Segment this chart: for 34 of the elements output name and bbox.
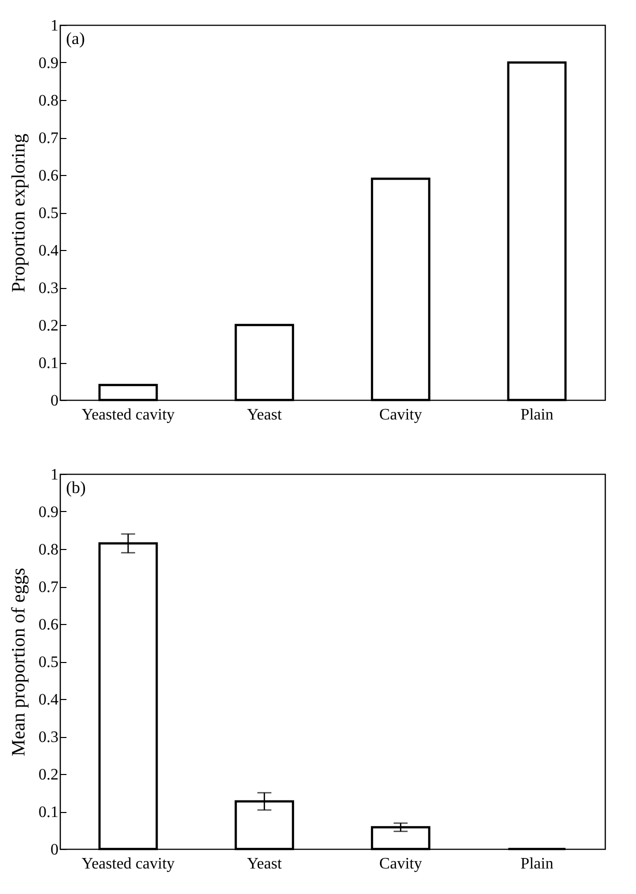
y-tick-label: 0.9 bbox=[38, 504, 58, 521]
y-tick-label: 0.4 bbox=[38, 242, 58, 260]
y-tick-label: 0.1 bbox=[38, 355, 58, 372]
x-tick-label: Yeast bbox=[246, 856, 282, 872]
x-tick-label: Plain bbox=[520, 406, 554, 424]
y-tick-label: 0.6 bbox=[38, 616, 58, 634]
y-tick-label: 0.5 bbox=[38, 205, 58, 222]
y-tick-label: 0.7 bbox=[38, 579, 58, 596]
y-tick-label: 1 bbox=[50, 466, 58, 484]
x-tick-label: Yeasted cavity bbox=[82, 856, 175, 872]
y-axis-title: Proportion exploring bbox=[8, 133, 30, 292]
y-axis-title: Mean proportion of eggs bbox=[8, 568, 30, 756]
y-tick-label: 0.7 bbox=[38, 130, 58, 147]
y-tick-label: 0.2 bbox=[38, 318, 58, 334]
x-tick-label: Yeast bbox=[246, 406, 282, 424]
y-tick-label: 0.6 bbox=[38, 168, 58, 184]
y-tick-label: 0.8 bbox=[38, 542, 58, 558]
y-tick-label: 0 bbox=[50, 842, 58, 858]
y-tick-label: 0.1 bbox=[38, 804, 58, 821]
annotation: (b) bbox=[66, 478, 86, 497]
x-tick-label: Plain bbox=[520, 856, 554, 872]
y-tick-label: 0.3 bbox=[38, 280, 58, 297]
y-tick-label: 1 bbox=[50, 18, 58, 34]
y-tick-label: 0.8 bbox=[38, 92, 58, 110]
x-tick-label: Cavity bbox=[379, 406, 422, 424]
y-tick-label: 0.5 bbox=[38, 654, 58, 671]
annotation: (a) bbox=[66, 29, 85, 48]
y-tick-label: 0.3 bbox=[38, 729, 58, 746]
y-tick-label: 0.9 bbox=[38, 55, 58, 72]
y-tick-label: 0.4 bbox=[38, 692, 58, 708]
x-tick-label: Yeasted cavity bbox=[82, 406, 175, 424]
y-tick-label: 0 bbox=[50, 392, 58, 410]
y-tick-label: 0.2 bbox=[38, 766, 58, 784]
x-tick-label: Cavity bbox=[379, 856, 422, 872]
